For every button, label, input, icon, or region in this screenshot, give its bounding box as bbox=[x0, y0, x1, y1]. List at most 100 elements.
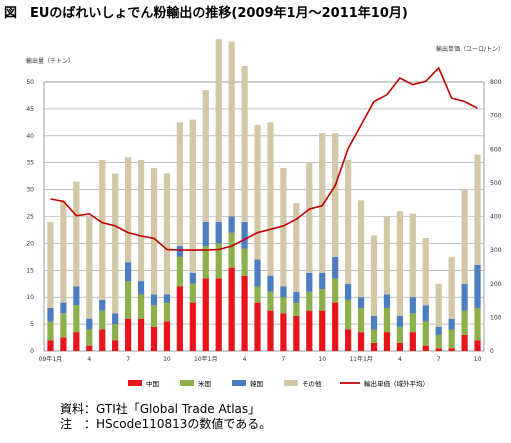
bar-other bbox=[396, 211, 403, 317]
bar-other bbox=[461, 189, 468, 284]
bar-china bbox=[474, 340, 481, 351]
bar-korea bbox=[163, 294, 171, 303]
y-tick-label: 20 bbox=[26, 240, 34, 247]
bar-korea bbox=[86, 318, 93, 330]
bar-korea bbox=[241, 221, 248, 249]
bar-us bbox=[189, 283, 196, 303]
bar-china bbox=[332, 302, 339, 351]
y-tick-label: 50 bbox=[26, 79, 34, 86]
bar-china bbox=[293, 316, 300, 351]
x-tick-label: 4 bbox=[87, 356, 91, 363]
y2-tick-label: 800 bbox=[490, 79, 502, 86]
bar-china bbox=[189, 302, 196, 351]
bar-other bbox=[60, 200, 67, 303]
bar-us bbox=[409, 313, 416, 333]
bar-korea bbox=[319, 272, 326, 290]
bar-china bbox=[60, 337, 67, 351]
bar-other bbox=[99, 160, 106, 300]
bar-china bbox=[409, 332, 416, 351]
bar-korea bbox=[202, 221, 209, 247]
bar-korea bbox=[345, 283, 352, 300]
bar-us bbox=[176, 256, 183, 287]
bar-china bbox=[319, 310, 326, 351]
x-tick-label: 7 bbox=[126, 356, 130, 363]
bar-korea bbox=[112, 313, 119, 325]
legend-label: 米国 bbox=[198, 379, 211, 388]
bar-us bbox=[370, 329, 378, 343]
y-tick-label: 30 bbox=[26, 187, 34, 194]
bar-korea bbox=[47, 307, 54, 322]
bar-other bbox=[370, 235, 378, 317]
bar-other bbox=[254, 125, 261, 260]
bar-other bbox=[241, 65, 248, 222]
bar-china bbox=[241, 275, 248, 351]
bar-china bbox=[267, 310, 274, 351]
bar-other bbox=[125, 157, 132, 263]
bar-other bbox=[137, 160, 145, 282]
bar-other bbox=[435, 283, 442, 327]
bar-china bbox=[125, 318, 132, 351]
bar-us bbox=[332, 278, 339, 303]
bar-us bbox=[306, 291, 313, 311]
bar-other bbox=[189, 119, 196, 273]
bar-korea bbox=[99, 299, 106, 311]
bar-other bbox=[47, 221, 54, 308]
bar-us bbox=[241, 248, 248, 276]
y2-tick-label: 0 bbox=[490, 348, 494, 355]
bar-china bbox=[370, 342, 378, 351]
bar-china bbox=[86, 345, 93, 351]
bar-other bbox=[332, 133, 339, 257]
bar-us bbox=[319, 289, 326, 311]
bar-other bbox=[474, 154, 481, 265]
bar-us bbox=[99, 310, 106, 330]
bar-korea bbox=[267, 275, 274, 292]
bar-korea bbox=[383, 294, 391, 308]
bar-korea bbox=[176, 246, 183, 257]
chart-title: 図 EUのばれいしょでん粉輸出の推移(2009年1月～2011年10月) bbox=[4, 6, 408, 21]
bar-china bbox=[73, 332, 80, 351]
y2-tick-label: 200 bbox=[490, 281, 502, 288]
bar-korea bbox=[409, 297, 416, 314]
bar-korea bbox=[474, 264, 481, 308]
legend-label: 輸出単価（域外平均） bbox=[364, 379, 429, 388]
y2-tick-label: 400 bbox=[490, 214, 502, 221]
x-tick-label: 10 bbox=[318, 356, 326, 363]
bar-us bbox=[396, 326, 403, 343]
y2-axis-label: 輸出単価（ユーロ/トン） bbox=[436, 46, 505, 53]
bar-other bbox=[345, 160, 352, 284]
y2-tick-label: 600 bbox=[490, 146, 502, 153]
bar-korea bbox=[435, 326, 442, 335]
bar-us bbox=[345, 299, 352, 330]
bar-other bbox=[228, 41, 235, 217]
x-tick-label: 10年1月 bbox=[194, 355, 217, 363]
bar-other bbox=[176, 122, 183, 247]
bar-korea bbox=[60, 302, 67, 314]
bar-us bbox=[112, 324, 119, 341]
bar-korea bbox=[189, 272, 196, 284]
legend-label: 韓国 bbox=[250, 379, 263, 388]
bar-us bbox=[267, 291, 274, 311]
legend-swatch-us bbox=[180, 380, 194, 386]
source-notes: 資料：GTI社「Global Trade Atlas」 注 ：HScode110… bbox=[60, 402, 271, 432]
bar-other bbox=[73, 181, 80, 287]
x-tick-label: 09年1月 bbox=[39, 355, 62, 363]
bar-china bbox=[357, 332, 365, 351]
bar-korea bbox=[125, 262, 132, 282]
bar-us bbox=[280, 297, 287, 314]
bar-other bbox=[150, 168, 158, 295]
bar-china bbox=[202, 278, 209, 351]
bar-korea bbox=[396, 316, 403, 327]
bar-korea bbox=[150, 294, 158, 306]
bar-other bbox=[409, 213, 416, 298]
bar-other bbox=[293, 203, 300, 292]
legend-swatch-other bbox=[284, 380, 298, 386]
x-tick-label: 7 bbox=[281, 356, 285, 363]
bar-other bbox=[448, 256, 455, 319]
bar-korea bbox=[306, 272, 313, 292]
bar-china bbox=[422, 345, 429, 351]
y-tick-label: 40 bbox=[26, 133, 34, 140]
bar-us bbox=[461, 310, 468, 335]
bar-china bbox=[396, 342, 403, 351]
bar-us bbox=[73, 305, 80, 333]
legend-label: 中国 bbox=[146, 379, 159, 388]
